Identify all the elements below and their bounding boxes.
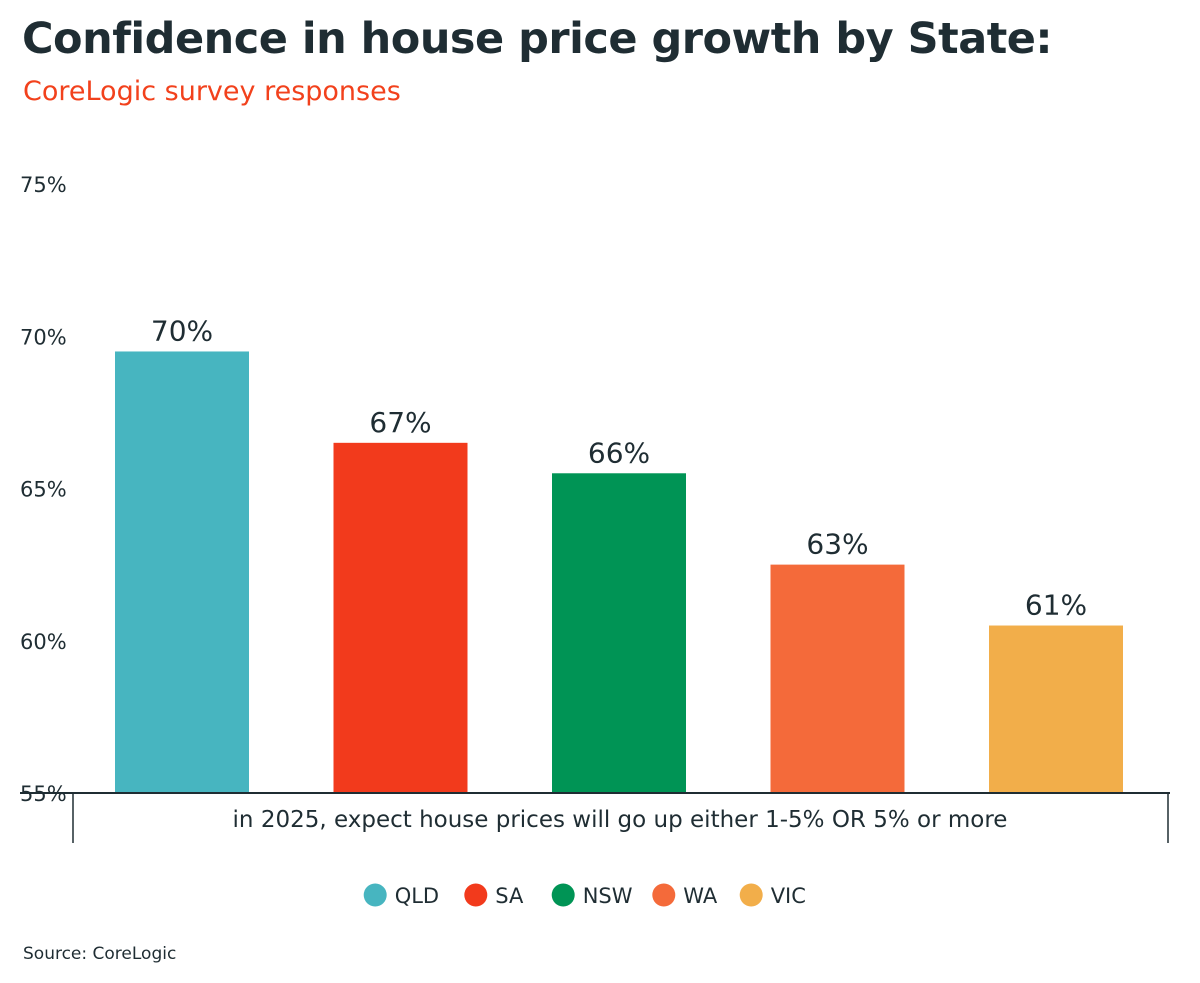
value-label-vic: 61% — [1025, 589, 1087, 622]
legend-label-qld: QLD — [395, 884, 439, 908]
bar-vic — [989, 625, 1123, 793]
bar-nsw — [552, 473, 686, 793]
value-label-wa: 63% — [806, 528, 868, 561]
chart-title: Confidence in house price growth by Stat… — [22, 14, 1053, 64]
legend-swatch-wa — [652, 883, 676, 907]
bars — [115, 351, 1123, 793]
category-label: in 2025, expect house prices will go up … — [233, 807, 1008, 833]
bar-qld — [115, 351, 249, 793]
bar-wa — [770, 564, 905, 793]
legend-swatch-qld — [363, 883, 387, 907]
legend-label-wa: WA — [683, 884, 718, 908]
y-tick-label: 70% — [20, 325, 67, 349]
source-note: Source: CoreLogic — [23, 944, 177, 964]
value-label-sa: 67% — [369, 406, 431, 439]
value-label-nsw: 66% — [588, 436, 650, 469]
value-labels: 70% 67% 66% 63% 61% — [151, 314, 1087, 621]
legend-swatch-vic — [739, 883, 763, 907]
legend-label-vic: VIC — [771, 884, 806, 908]
legend-label-nsw: NSW — [583, 884, 633, 908]
bar-sa — [333, 442, 468, 793]
legend-label-sa: SA — [495, 884, 524, 908]
y-tick-label: 75% — [20, 173, 67, 197]
y-tick-label: 60% — [20, 630, 67, 654]
value-label-qld: 70% — [151, 314, 213, 347]
legend-swatch-sa — [464, 883, 488, 907]
legend: QLD SA NSW WA VIC — [363, 883, 806, 908]
y-axis-ticks: 75%70%65%60%55% — [20, 173, 67, 806]
legend-swatch-nsw — [551, 883, 575, 907]
y-tick-label: 65% — [20, 478, 67, 502]
chart-subtitle: CoreLogic survey responses — [23, 76, 401, 107]
